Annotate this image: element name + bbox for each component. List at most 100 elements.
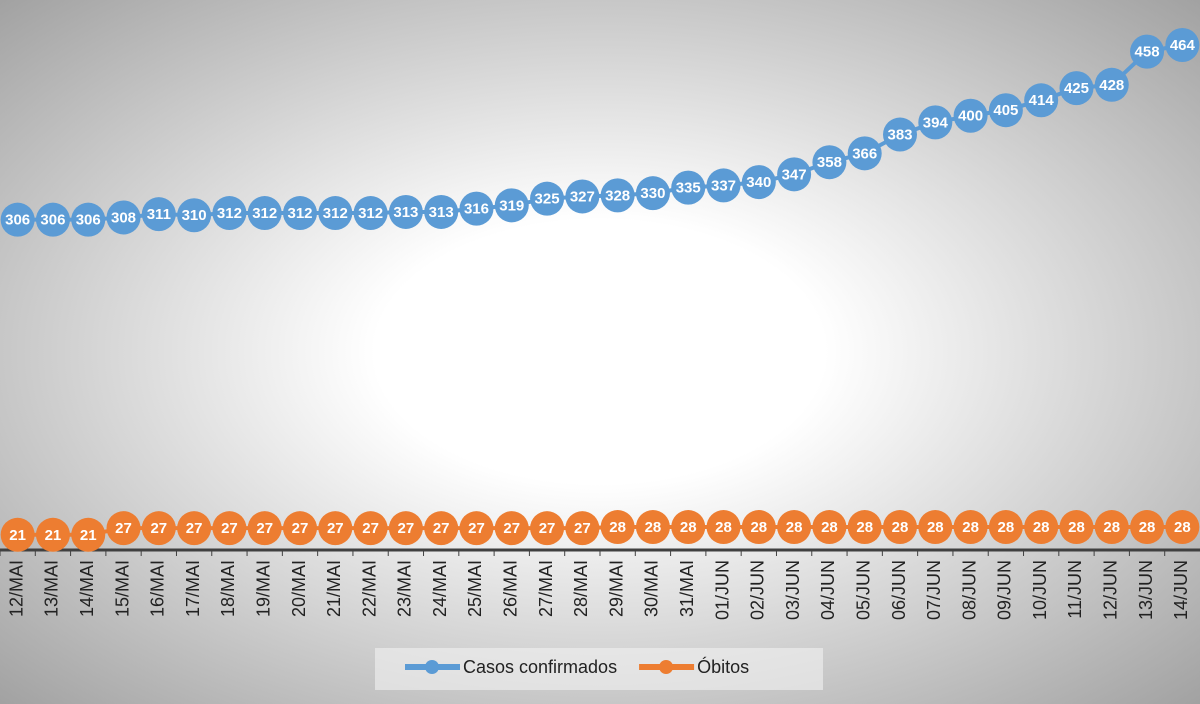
x-tick-label: 15/MAI [112,560,132,617]
point [883,117,917,152]
data-label: 414 [1029,92,1055,109]
x-tick-label: 29/MAI [606,560,626,617]
point [35,202,70,237]
x-tick-label: 24/MAI [430,560,450,617]
data-label: 308 [111,209,136,226]
x-tick-label: 13/MAI [42,560,62,617]
x-tick-label: 21/MAI [324,560,344,617]
point [71,517,106,552]
point [530,181,565,216]
x-tick-label: 27/MAI [536,560,556,617]
data-label: 28 [1139,519,1156,536]
point [777,510,812,545]
point [1130,34,1165,69]
data-label: 21 [45,527,62,544]
point [353,196,388,231]
point [71,202,106,237]
point [812,145,847,180]
data-label: 21 [80,527,97,544]
point [565,511,600,546]
point [494,188,529,223]
data-label: 400 [958,108,983,125]
data-label: 28 [1174,519,1191,536]
point [847,136,882,171]
data-label: 28 [1068,519,1085,536]
point [318,511,353,546]
data-label: 316 [464,201,489,218]
point [1094,510,1129,545]
x-tick-label: 09/JUN [995,560,1015,620]
x-tick-label: 13/JUN [1136,560,1156,620]
data-label: 330 [640,185,665,202]
data-label: 28 [892,519,909,536]
data-label: 27 [115,520,132,537]
data-label: 27 [574,520,591,537]
point [212,196,247,231]
data-label: 313 [429,204,454,221]
point [177,198,212,233]
x-tick-label: 26/MAI [501,560,521,617]
point [741,165,776,200]
data-label: 319 [499,197,524,214]
point [247,511,282,546]
data-label: 337 [711,177,736,194]
point [565,179,600,214]
x-tick-label: 25/MAI [465,560,485,617]
point [106,200,141,235]
x-tick-label: 14/MAI [77,560,97,617]
point [953,510,988,545]
legend-label: Óbitos [697,656,749,677]
data-label: 312 [217,205,242,222]
point [212,511,247,546]
data-label: 27 [503,520,520,537]
x-tick-label: 12/MAI [6,560,26,617]
data-label: 464 [1170,37,1196,54]
data-label: 28 [1103,519,1120,536]
x-tick-label: 11/JUN [1065,560,1085,619]
data-label: 27 [362,520,379,537]
point [812,510,847,545]
data-label: 28 [998,519,1015,536]
x-tick-label: 22/MAI [359,560,379,617]
data-label: 306 [40,212,65,229]
x-tick-label: 10/JUN [1030,560,1050,620]
point [283,511,317,546]
x-tick-label: 28/MAI [571,560,591,617]
point [1024,510,1059,545]
data-label: 28 [856,519,873,536]
data-label: 28 [750,519,767,536]
data-label: 27 [186,520,203,537]
data-label: 310 [182,207,207,224]
legend-marker [659,660,674,674]
data-label: 312 [287,205,312,222]
point [247,196,282,231]
point [635,510,670,545]
point [706,510,741,545]
x-tick-label: 20/MAI [289,560,309,617]
data-label: 425 [1064,80,1089,97]
x-tick-label: 14/JUN [1171,560,1191,620]
point [741,510,776,545]
data-label: 312 [252,205,277,222]
data-label: 28 [927,519,944,536]
point [918,510,953,545]
point [918,105,953,140]
point [459,191,494,226]
data-label: 366 [852,145,877,162]
point [318,196,353,231]
point [283,196,317,231]
point [600,510,635,545]
point [706,168,741,203]
data-label: 313 [393,204,418,221]
data-label: 327 [570,188,595,205]
data-label: 306 [76,212,101,229]
data-label: 325 [535,191,560,208]
series-line [17,43,1183,222]
data-label: 27 [327,520,344,537]
point [988,510,1023,545]
x-tick-label: 23/MAI [395,560,415,617]
x-tick-label: 31/MAI [677,560,697,617]
data-label: 328 [605,187,630,204]
point [1024,83,1059,118]
